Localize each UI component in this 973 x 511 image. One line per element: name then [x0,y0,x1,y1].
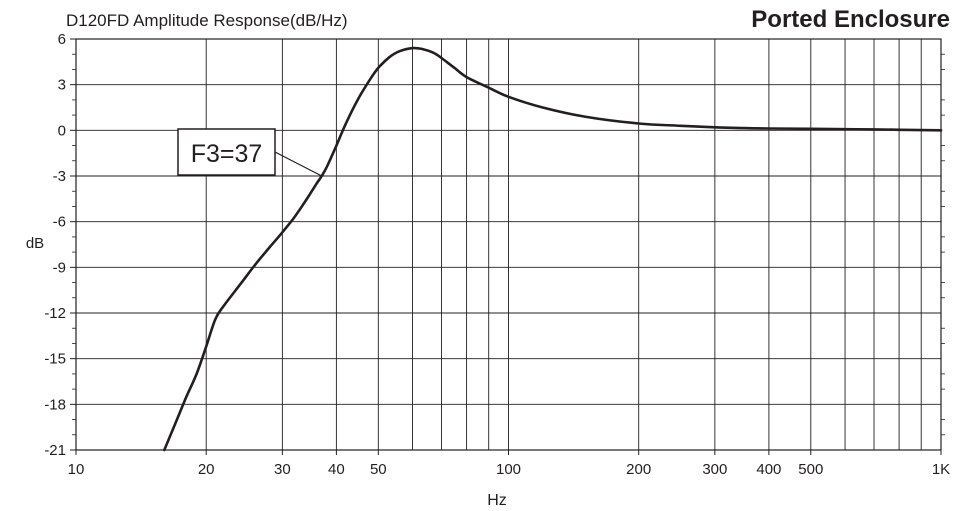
f3-annotation: F3=37 [177,128,323,177]
x-tick-label: 500 [798,461,823,478]
y-tick-label: 0 [58,122,66,139]
x-axis-ticks: 10 20 30 40 50 100 200 300 400 500 1K [68,450,950,478]
y-tick-label: -3 [53,168,66,185]
x-tick-label: 1K [932,461,950,478]
plot-frame [75,38,942,451]
y-tick-label: -9 [53,259,66,276]
f3-leader-line [274,151,323,177]
y-tick-label: -21 [44,442,66,459]
x-tick-label: 100 [496,461,521,478]
y-tick-label: 3 [58,77,66,94]
x-tick-label: 10 [68,461,85,478]
x-tick-label: 400 [756,461,781,478]
f3-label-box [177,128,276,176]
y-tick-label: -18 [44,396,66,413]
chart-title: D120FD Amplitude Response(dB/Hz) [66,11,348,30]
y-axis-label: dB [26,235,44,252]
chart-grid [76,39,941,450]
y-tick-label: -6 [53,214,66,231]
x-tick-label: 50 [370,461,387,478]
f3-label: F3=37 [191,140,263,168]
x-tick-label: 200 [626,461,651,478]
y-tick-label: -12 [44,305,66,322]
response-curve [163,46,943,452]
x-axis-label: Hz [487,492,507,509]
chart-subtitle: Ported Enclosure [751,6,950,33]
x-tick-label: 300 [702,461,727,478]
x-tick-label: 20 [198,461,215,478]
x-tick-label: 40 [328,461,345,478]
x-tick-label: 30 [274,461,291,478]
y-tick-label: 6 [58,31,66,48]
y-axis-ticks: 6 3 0 -3 -6 -9 -12 -15 -18 -21 [44,31,945,459]
y-tick-label: -15 [44,351,66,368]
